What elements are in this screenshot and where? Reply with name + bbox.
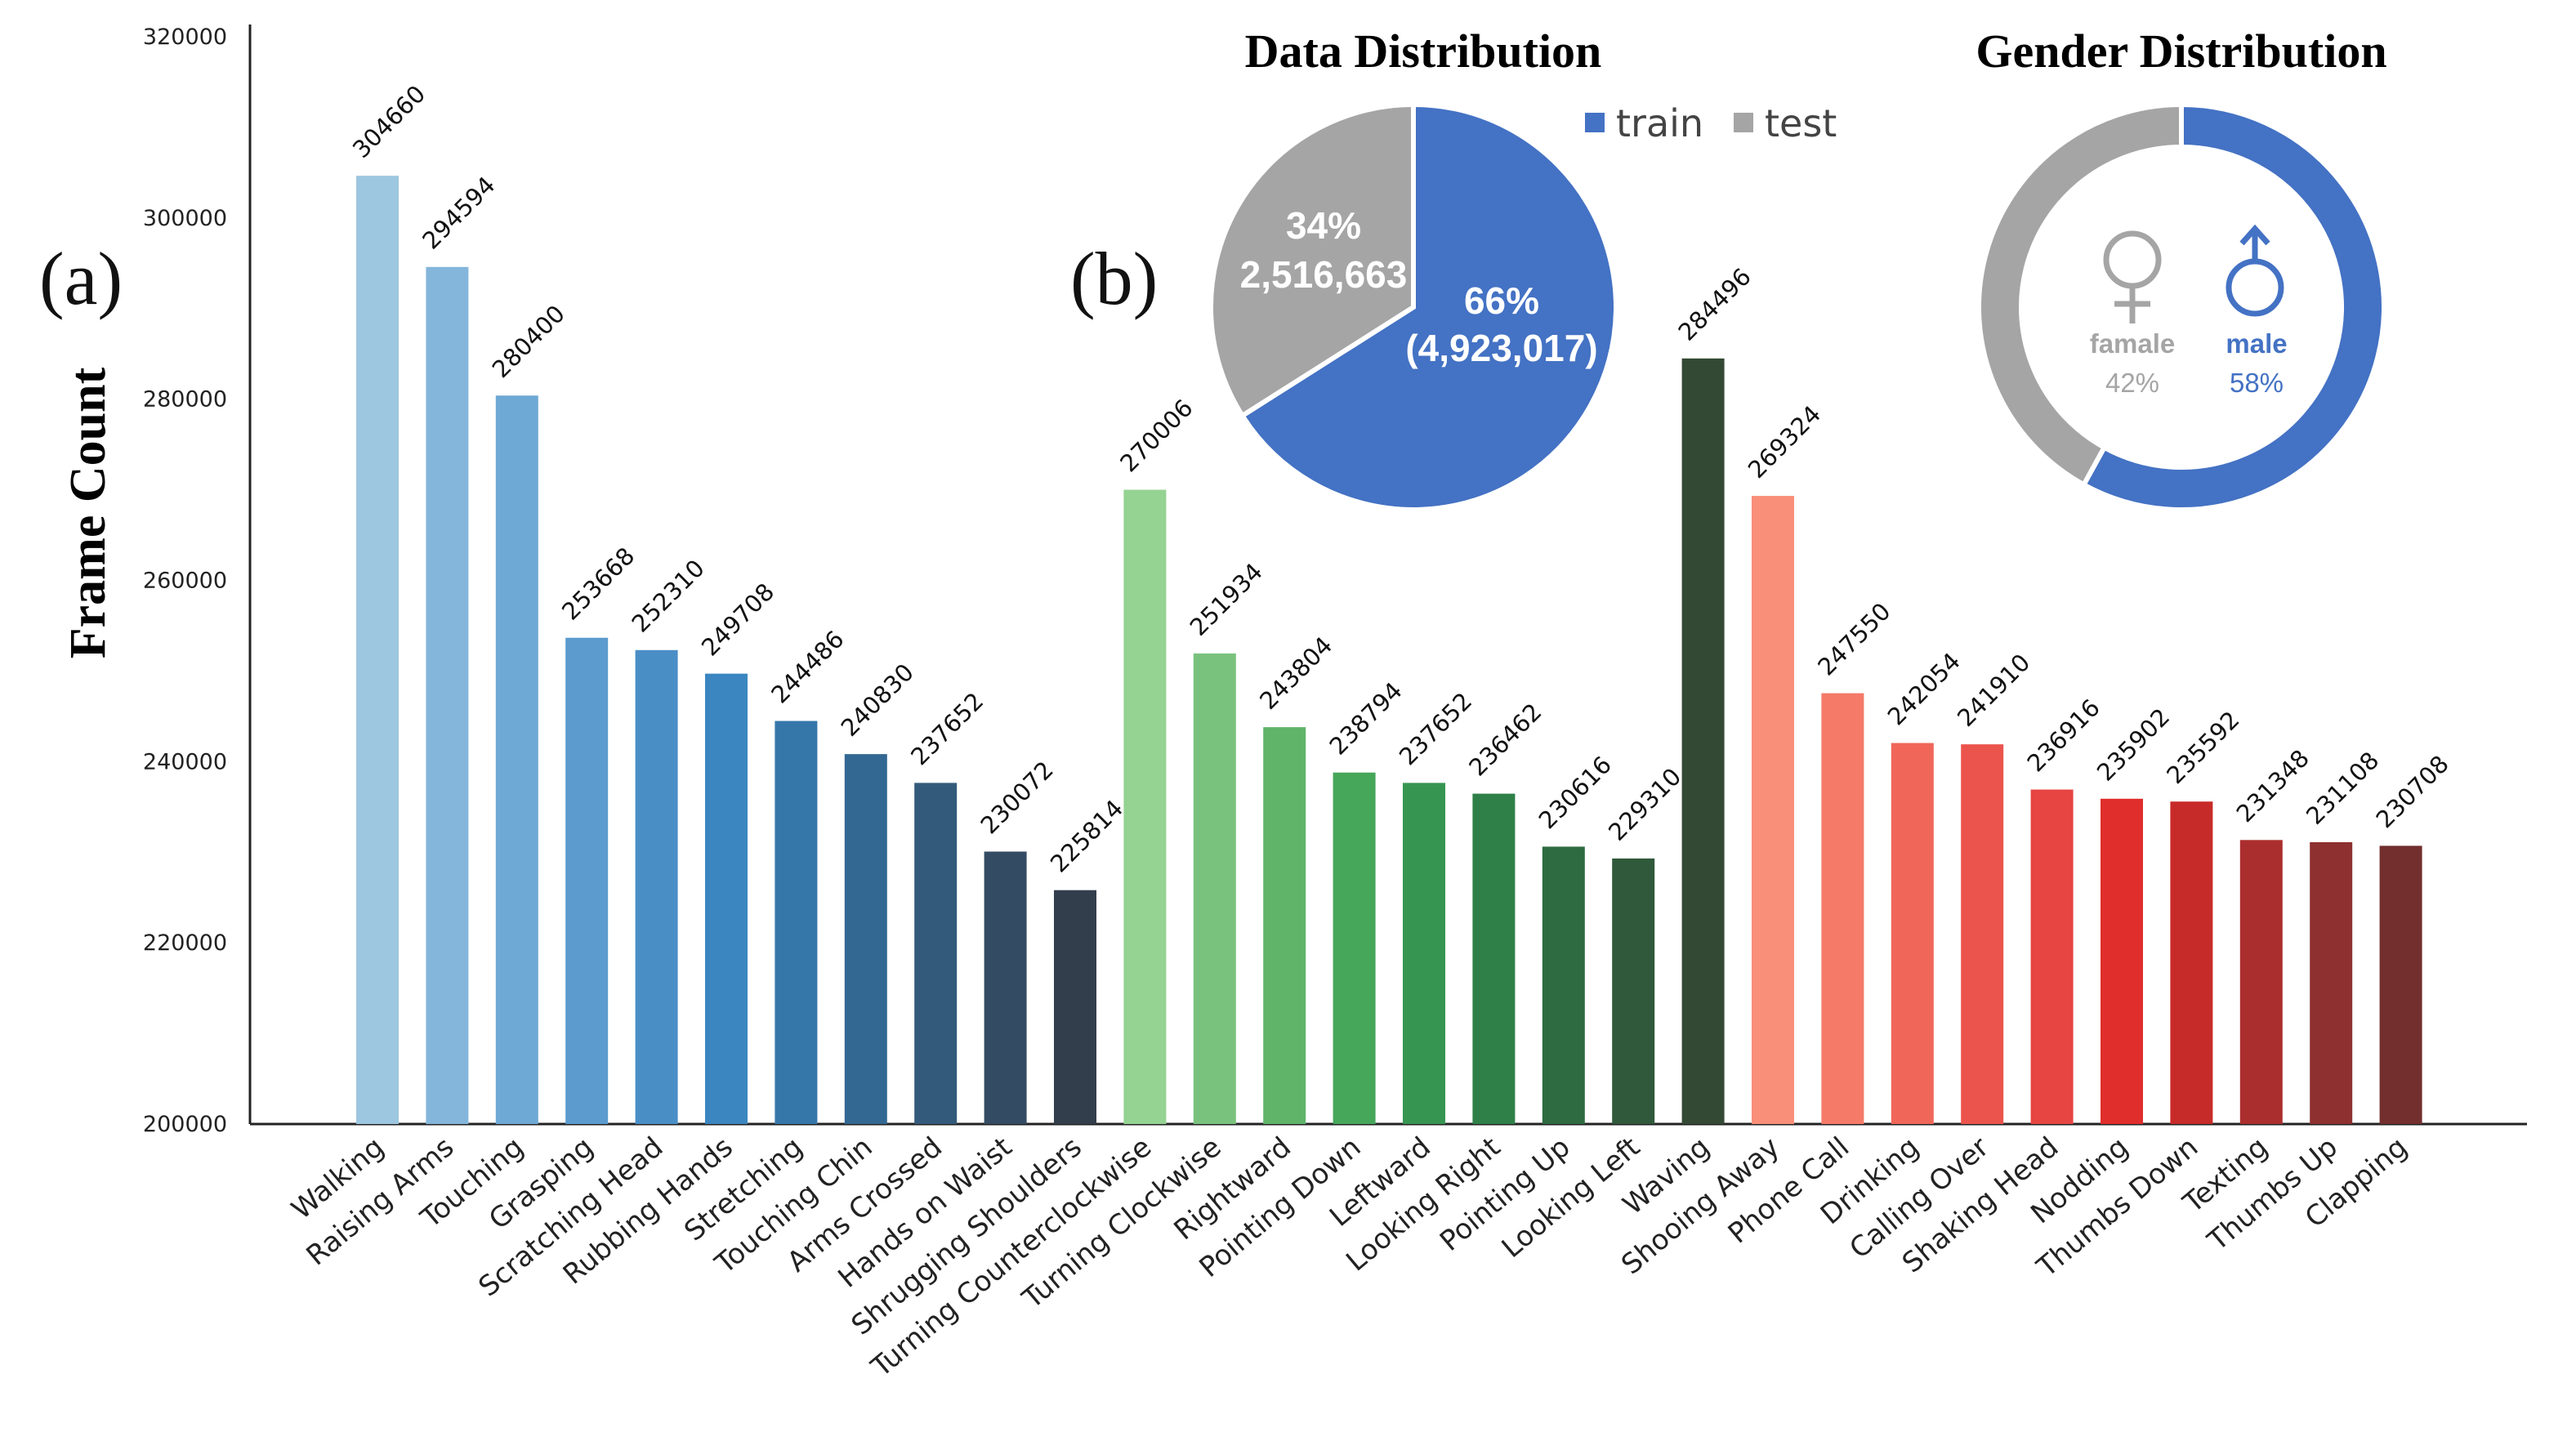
bar-value-label: 230616	[1534, 751, 1617, 834]
bar	[1821, 693, 1864, 1124]
y-tick-label: 260000	[143, 569, 227, 594]
bar-value-label: 270006	[1114, 394, 1198, 477]
bar	[2170, 801, 2213, 1124]
bar-value-label: 237652	[905, 687, 989, 770]
bar-value-label: 252310	[627, 554, 710, 637]
y-tick-label: 280000	[143, 387, 227, 413]
bar	[635, 649, 678, 1124]
male-percent: 58%	[2230, 368, 2284, 398]
pie-chart: (b) Data Distribution 66% (4,923,017) 34…	[1070, 25, 1837, 512]
pie-slice-test	[1208, 101, 1416, 420]
train-percent-label: 66%	[1464, 279, 1539, 322]
bars	[356, 176, 2422, 1125]
bar-value-label: 235592	[2161, 706, 2244, 789]
bar-value-label: 225814	[1045, 794, 1128, 877]
y-tick-label: 240000	[143, 749, 227, 774]
bar	[1891, 743, 1934, 1124]
donut-segment-female	[1976, 101, 2184, 489]
bar	[1054, 890, 1096, 1124]
male-symbol-icon	[2226, 224, 2284, 317]
bar	[844, 754, 887, 1124]
bar	[2239, 840, 2283, 1124]
female-symbol-icon	[2103, 230, 2162, 323]
bar-value-label: 249708	[696, 578, 779, 661]
bar	[1612, 858, 1655, 1124]
bar	[356, 176, 399, 1125]
pie-slice-train	[1239, 101, 1619, 512]
bar	[1752, 496, 1794, 1124]
male-label: male	[2226, 328, 2287, 359]
test-percent-label: 34%	[1286, 204, 1361, 247]
train-count-label: (4,923,017)	[1405, 327, 1597, 369]
bar	[1472, 793, 1516, 1124]
bar-value-label: 280400	[487, 300, 570, 383]
bar	[1961, 744, 2004, 1124]
bar-value-label: 236462	[1463, 698, 1547, 781]
bar	[1263, 727, 1306, 1124]
bar	[775, 720, 818, 1124]
bar	[426, 266, 469, 1124]
bar	[1542, 846, 1585, 1124]
legend-label-train: train	[1616, 101, 1703, 145]
donut-title: Gender Distribution	[1976, 25, 2386, 78]
bar-value-label: 230072	[975, 756, 1059, 839]
bar	[1123, 489, 1167, 1124]
panel-label-a: (a)	[39, 237, 123, 320]
bar-value-label: 269324	[1743, 400, 1826, 484]
y-tick-label: 320000	[143, 25, 227, 50]
bar-value-label: 241910	[1952, 649, 2035, 732]
female-percent: 42%	[2105, 368, 2159, 398]
bar	[705, 673, 748, 1124]
legend-label-test: test	[1765, 101, 1837, 145]
legend-swatch-test	[1734, 113, 1753, 132]
bar-value-label: 294594	[417, 171, 500, 254]
test-count-label: 2,516,663	[1240, 253, 1408, 296]
bar	[2030, 789, 2074, 1124]
legend-swatch-train	[1585, 113, 1605, 132]
y-tick-label: 300000	[143, 206, 227, 231]
bar-value-label: 238794	[1324, 676, 1408, 760]
bar	[984, 851, 1027, 1124]
donut-chart: Gender Distribution famale 42% male 58%	[1976, 25, 2387, 512]
bar-value-label: 253668	[556, 542, 640, 625]
bar	[2310, 841, 2353, 1124]
donut-segment-male	[2080, 101, 2386, 512]
bar-value-label: 240830	[836, 658, 919, 742]
pie-legend: train test	[1585, 101, 1837, 145]
bar	[1681, 358, 1725, 1124]
bar-value-label: 231348	[2231, 744, 2315, 828]
pie-title: Data Distribution	[1245, 25, 1602, 78]
bar	[565, 637, 609, 1124]
bar-value-label: 242054	[1882, 647, 1966, 730]
bar	[914, 783, 958, 1124]
y-ticks: 200000 220000 240000 260000 280000 300000 3200…	[143, 25, 227, 1137]
bar	[2101, 798, 2143, 1124]
bar-value-label: 244486	[766, 625, 849, 708]
bar-value-label: 284496	[1673, 262, 1757, 346]
bar-value-label: 237652	[1394, 687, 1477, 770]
bar-value-label: 251934	[1185, 558, 1268, 641]
female-label: famale	[2090, 328, 2176, 359]
bar-value-label: 243804	[1254, 631, 1337, 715]
bar-value-label: 229310	[1603, 763, 1686, 846]
bar-value-label: 231108	[2301, 747, 2384, 830]
bar-value-label: 230708	[2371, 750, 2454, 833]
y-tick-label: 200000	[143, 1112, 227, 1137]
bar	[1333, 772, 1376, 1124]
bar-value-label: 304660	[347, 80, 431, 163]
y-tick-label: 220000	[143, 930, 227, 956]
bar-value-label: 235902	[2092, 703, 2175, 786]
bar	[1193, 653, 1236, 1124]
bar-value-label: 247550	[1812, 597, 1895, 680]
bar	[495, 395, 538, 1125]
bar	[1403, 783, 1445, 1124]
panel-label-b: (b)	[1070, 237, 1158, 320]
y-axis-label: Frame Count	[60, 367, 116, 658]
bar	[2379, 845, 2422, 1124]
